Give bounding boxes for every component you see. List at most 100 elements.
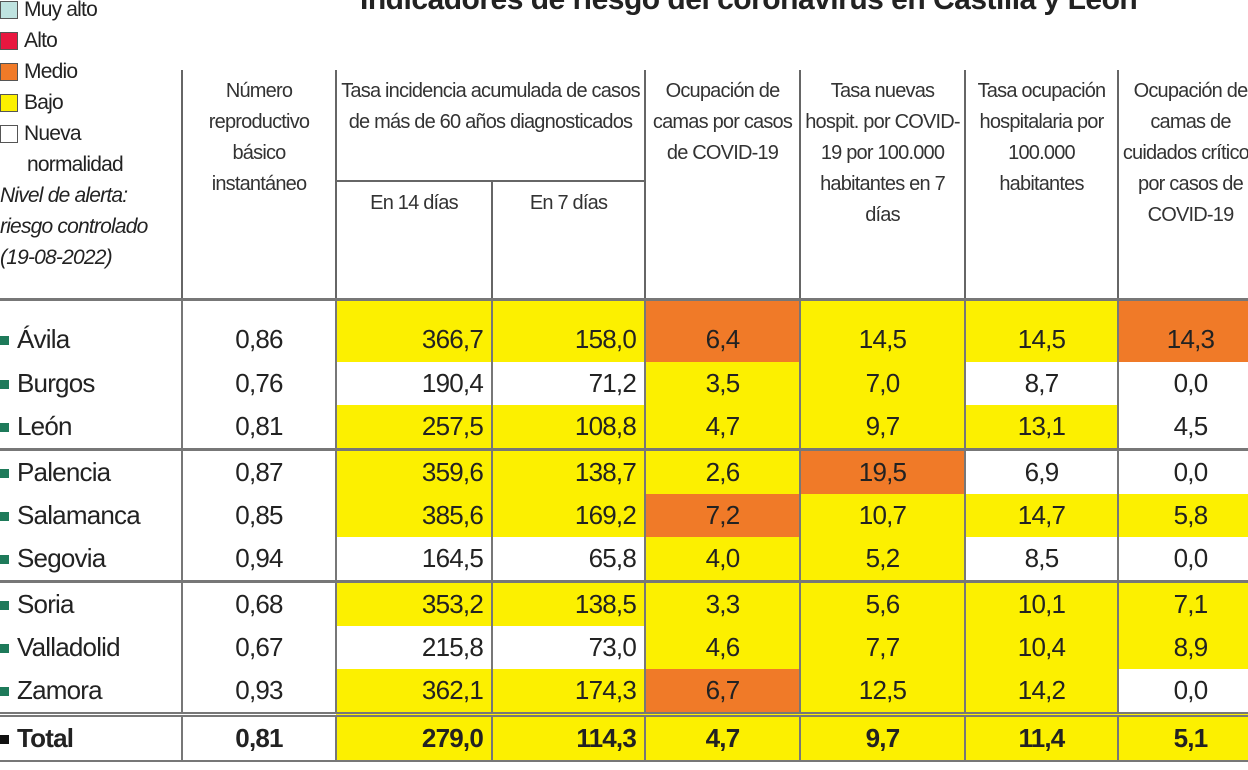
cell-inc7: 108,8 <box>491 404 645 451</box>
bullet-icon <box>0 469 9 479</box>
cell-icu: 14,3 <box>1117 299 1248 362</box>
province-name: Soria <box>0 581 182 626</box>
cell-beds: 4,7 <box>644 711 800 762</box>
cell-occ: 8,7 <box>964 361 1118 405</box>
province-label: Ávila <box>17 323 70 354</box>
bullet-icon <box>0 423 9 433</box>
province-label: Total <box>17 722 74 753</box>
bullet-icon <box>0 380 9 390</box>
cell-occ: 14,2 <box>964 668 1118 714</box>
bullet-icon <box>0 555 9 565</box>
cell-occ: 14,7 <box>964 493 1118 537</box>
cell-hosp: 14,5 <box>799 299 965 362</box>
header-inc14: En 14 días <box>335 180 492 301</box>
cell-inc14: 190,4 <box>335 361 492 405</box>
cell-hosp: 5,6 <box>799 581 965 626</box>
risk-table: Número reproductivo básico instantáneo T… <box>0 70 1248 762</box>
cell-hosp: 19,5 <box>799 449 965 494</box>
cell-inc7: 174,3 <box>491 668 645 714</box>
header-incidence: Tasa incidencia acumulada de casos de má… <box>335 70 645 181</box>
province-name: Total <box>0 711 182 762</box>
province-label: Soria <box>17 588 74 619</box>
cell-icu: 0,0 <box>1117 361 1248 405</box>
cell-hosp: 12,5 <box>799 668 965 714</box>
legend-item-muy-alto: Muy alto <box>0 0 180 25</box>
cell-icu: 0,0 <box>1117 449 1248 494</box>
cell-rt: 0,85 <box>181 493 336 537</box>
legend-item-alto: Alto <box>0 25 180 56</box>
province-label: Zamora <box>17 674 103 705</box>
cell-beds: 3,3 <box>644 581 800 626</box>
province-label: Segovia <box>17 542 106 573</box>
cell-beds: 6,7 <box>644 668 800 714</box>
province-label: Burgos <box>17 367 95 398</box>
cell-inc14: 215,8 <box>335 625 492 669</box>
header-inc7: En 7 días <box>491 180 645 301</box>
cell-inc7: 169,2 <box>491 493 645 537</box>
cell-icu: 8,9 <box>1117 625 1248 669</box>
province-label: Valladolid <box>17 631 121 662</box>
cell-inc14: 164,5 <box>335 536 492 583</box>
cell-inc7: 65,8 <box>491 536 645 583</box>
bullet-icon <box>0 512 9 522</box>
cell-hosp: 9,7 <box>799 711 965 762</box>
table-row: Palencia 0,87 359,6 138,7 2,6 19,5 6,9 0,0 <box>0 449 1248 494</box>
bullet-icon <box>0 644 9 654</box>
cell-rt: 0,81 <box>181 404 336 451</box>
table-row: Ávila 0,86 366,7 158,0 6,4 14,5 14,5 14,3 <box>0 299 1248 362</box>
cell-icu: 5,8 <box>1117 493 1248 537</box>
province-label: Palencia <box>17 456 111 487</box>
swatch-icon <box>0 31 18 50</box>
cell-inc14: 353,2 <box>335 581 492 626</box>
legend-label: Alto <box>24 29 58 52</box>
table-row: Salamanca 0,85 385,6 169,2 7,2 10,7 14,7 5,8 <box>0 493 1248 537</box>
cell-inc7: 158,0 <box>491 299 645 362</box>
cell-hosp: 5,2 <box>799 536 965 583</box>
cell-beds: 6,4 <box>644 299 800 362</box>
cell-inc14: 366,7 <box>335 299 492 362</box>
province-name: Salamanca <box>0 494 182 537</box>
cell-inc14: 362,1 <box>335 668 492 714</box>
bullet-icon <box>0 601 9 611</box>
cell-rt: 0,68 <box>181 581 336 626</box>
cell-rt: 0,67 <box>181 625 336 669</box>
province-label: Salamanca <box>17 499 141 530</box>
cell-inc14: 385,6 <box>335 493 492 537</box>
cell-inc7: 114,3 <box>491 711 645 762</box>
cell-icu: 0,0 <box>1117 668 1248 714</box>
cell-occ: 13,1 <box>964 404 1118 451</box>
cell-inc7: 73,0 <box>491 625 645 669</box>
cell-inc14: 257,5 <box>335 404 492 451</box>
province-name: León <box>0 404 182 451</box>
cell-inc14: 279,0 <box>335 711 492 762</box>
cell-inc7: 138,5 <box>491 581 645 626</box>
cell-hosp: 7,0 <box>799 361 965 405</box>
cell-beds: 2,6 <box>644 449 800 494</box>
province-name: Ávila <box>0 300 182 362</box>
bullet-icon <box>0 735 9 745</box>
cell-icu: 7,1 <box>1117 581 1248 626</box>
header-rt: Número reproductivo básico instantáneo <box>181 70 336 301</box>
table-row: Soria 0,68 353,2 138,5 3,3 5,6 10,1 7,1 <box>0 581 1248 626</box>
cell-occ: 10,4 <box>964 625 1118 669</box>
cell-occ: 8,5 <box>964 536 1118 583</box>
cell-rt: 0,93 <box>181 668 336 714</box>
province-name: Palencia <box>0 449 182 494</box>
cell-rt: 0,87 <box>181 449 336 494</box>
cell-occ: 11,4 <box>964 711 1118 762</box>
page-title: Indicadores de riesgo del coronavirus en… <box>360 0 1138 17</box>
legend-spacer <box>0 70 182 301</box>
cell-inc14: 359,6 <box>335 449 492 494</box>
header-icu: Ocupación de camas de cuidados críticos … <box>1117 70 1248 301</box>
cell-icu: 0,0 <box>1117 536 1248 583</box>
legend-label: Muy alto <box>24 0 98 21</box>
table-row: Burgos 0,76 190,4 71,2 3,5 7,0 8,7 0,0 <box>0 361 1248 405</box>
province-name: Valladolid <box>0 626 182 669</box>
cell-icu: 5,1 <box>1117 711 1248 762</box>
cell-hosp: 10,7 <box>799 493 965 537</box>
cell-beds: 4,6 <box>644 625 800 669</box>
cell-rt: 0,76 <box>181 361 336 405</box>
province-name: Zamora <box>0 669 182 715</box>
cell-rt: 0,86 <box>181 299 336 362</box>
province-name: Burgos <box>0 362 182 405</box>
